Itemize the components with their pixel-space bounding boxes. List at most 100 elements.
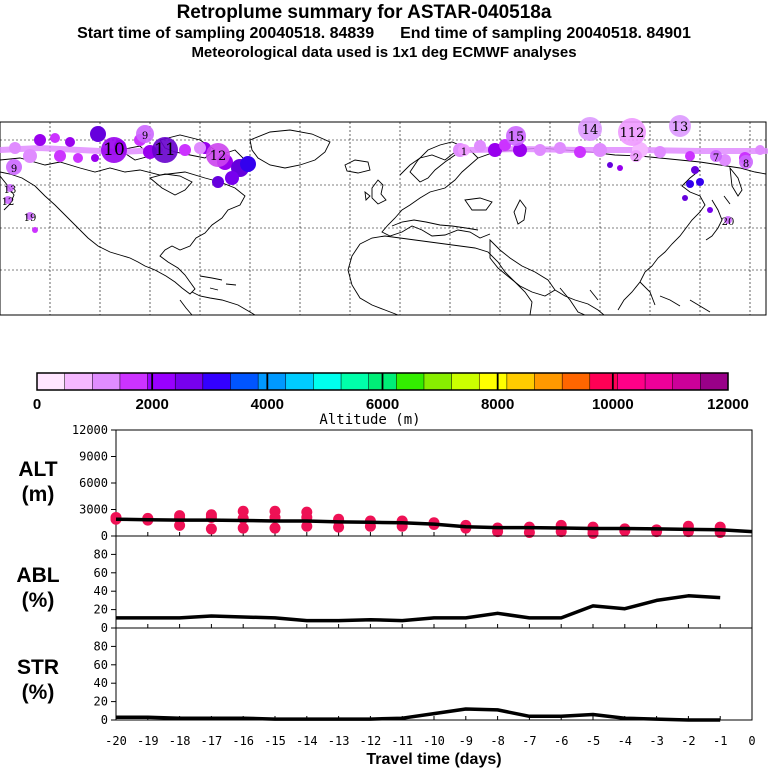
coastline-alaska — [0, 175, 15, 211]
coastline-kamchatka — [729, 166, 743, 197]
y-axis-unit: (%) — [22, 681, 55, 704]
plume-particle — [707, 207, 713, 213]
alt-sample-point — [301, 506, 313, 518]
plume-marker-circle — [6, 184, 14, 192]
colorbar-cell — [257, 372, 287, 391]
coastline-hudson-bay — [149, 173, 193, 196]
x-tick-label: -8 — [490, 734, 504, 748]
panel-frame — [115, 627, 753, 721]
plume-marker-label: 7 — [713, 153, 719, 164]
x-tick-label: -10 — [423, 734, 445, 748]
plume-particle — [654, 146, 666, 158]
start-time-label: Start time of sampling 20040518. 84839 — [77, 25, 375, 42]
plume-particle — [225, 171, 239, 185]
x-tick-label: -9 — [459, 734, 473, 748]
plume-marker-circle — [669, 115, 691, 137]
x-tick-label: -4 — [618, 734, 632, 748]
y-tick-label: 20 — [94, 695, 108, 709]
alt-sample-point — [237, 522, 249, 534]
plume-band — [0, 144, 768, 156]
plume-particle — [65, 137, 75, 147]
plume-marker-label: 13 — [672, 120, 689, 135]
alt-sample-point — [269, 505, 281, 517]
panel-abl: 0 20 40 60 80 ABL(%) — [16, 535, 753, 635]
coastline-japan — [705, 195, 731, 241]
plume-particle — [34, 134, 46, 146]
x-tick-label: -18 — [169, 734, 191, 748]
plume-particle — [607, 162, 613, 168]
plume-marker-circle — [710, 150, 722, 162]
x-tick-label: -12 — [360, 734, 382, 748]
abl-line — [116, 594, 721, 623]
colorbar-tick-label: 2000 — [135, 396, 168, 413]
colorbar-cell — [478, 372, 508, 391]
plume-marker-label: 10 — [103, 140, 125, 160]
plume-marker-label: 112 — [620, 126, 645, 141]
colorbar-tick-label: 12000 — [707, 396, 749, 413]
colorbar-cell — [644, 372, 674, 391]
plume-marker-label: 2 — [633, 153, 639, 164]
plume-marker-label: 13 — [4, 185, 17, 196]
coastline-caspian — [513, 199, 527, 225]
plume-particle — [682, 195, 688, 201]
met-data-label: Meteorological data used is 1x1 deg ECMW… — [191, 44, 577, 61]
colorbar: 0 2000 4000 6000 8000 10000 12000 Altitude (m) — [33, 372, 749, 428]
colorbar-cell — [174, 372, 204, 391]
plume-particle — [23, 149, 37, 163]
colorbar-cell — [506, 372, 536, 391]
y-tick-label: 0 — [101, 621, 108, 635]
x-tick-label: -14 — [296, 734, 318, 748]
coastline-iceland — [344, 159, 371, 174]
plume-particle — [696, 178, 704, 186]
colorbar-cell — [64, 372, 93, 391]
x-tick-label: -2 — [681, 734, 695, 748]
y-tick-label: 3000 — [79, 503, 108, 517]
plume-particle — [574, 146, 586, 158]
plume-marker-circle — [4, 196, 12, 204]
plume-particle — [9, 142, 21, 154]
end-time-label: End time of sampling 20040518. 84901 — [400, 25, 691, 42]
colorbar-cell — [423, 372, 453, 391]
plume-particle — [179, 144, 191, 156]
plume-particle — [32, 227, 38, 233]
plume-particle — [91, 154, 99, 162]
y-tick-label: 12000 — [72, 423, 108, 437]
colorbar-cell — [119, 372, 149, 391]
y-tick-label: 40 — [94, 676, 108, 690]
plume-marker-label: 8 — [743, 159, 749, 170]
plume-particle — [90, 126, 106, 142]
sampling-times: Start time of sampling 20040518. 84839 En… — [0, 24, 768, 44]
colorbar-tick-label: 10000 — [592, 396, 634, 413]
x-tick-label: -3 — [649, 734, 663, 748]
time-series-panels: 030006000900012000ALT(m)020406080ABL(%)0… — [16, 423, 755, 768]
colorbar-cell — [617, 372, 646, 391]
colorbar-label: Altitude (m) — [319, 412, 420, 428]
x-tick-label: -5 — [586, 734, 600, 748]
y-axis-label: ALT — [18, 458, 57, 481]
alt-sample-point — [301, 520, 313, 532]
colorbar-cell — [672, 372, 701, 391]
str-line — [116, 707, 721, 722]
colorbar-cell — [36, 372, 66, 391]
plume-marker-circle — [206, 143, 230, 167]
plume-marker-circle — [506, 126, 526, 146]
colorbar-cell — [561, 372, 591, 391]
colorbar-tick-label: 8000 — [481, 396, 514, 413]
plume-marker-circle — [724, 216, 732, 224]
colorbar-cell — [285, 372, 314, 391]
colorbar-tick-label: 0 — [33, 396, 41, 413]
plume-marker-label: 11 — [154, 140, 176, 160]
alt-sample-point — [396, 515, 408, 527]
plume-particle — [50, 133, 60, 143]
title-block: Retroplume summary for ASTAR-040518a Sta… — [0, 2, 768, 62]
panel-alt: 0 3000 6000 9000 12000 ALT(m) — [18, 423, 753, 543]
plume-particle — [474, 140, 486, 152]
x-axis-label: Travel time (days) — [366, 751, 501, 768]
x-tick-label: -17 — [201, 734, 223, 748]
y-tick-label: 60 — [94, 566, 108, 580]
y-tick-label: 20 — [94, 603, 108, 617]
x-tick-label: -11 — [391, 734, 413, 748]
plume-particle — [240, 156, 256, 172]
coastline-uk — [364, 179, 387, 205]
plume-particle — [54, 150, 66, 162]
